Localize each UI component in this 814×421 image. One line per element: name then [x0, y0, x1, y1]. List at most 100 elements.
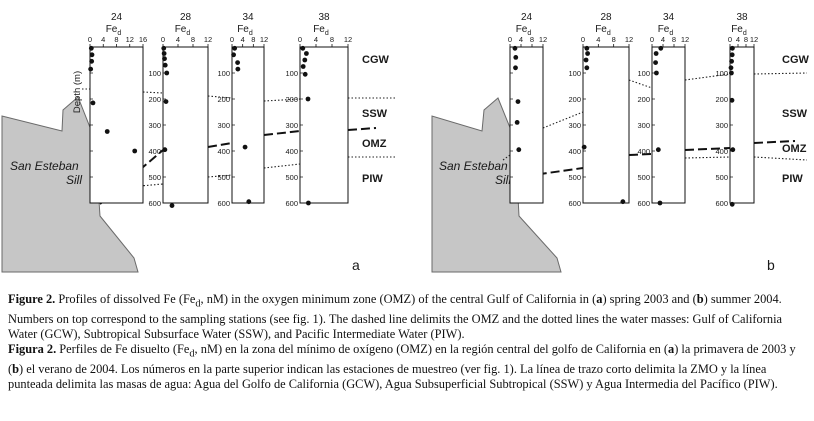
- fe-data-point: [242, 144, 248, 150]
- fe-data-point: [729, 97, 735, 103]
- depth-tick-label: 300: [637, 121, 650, 130]
- fe-axis-subscript: d: [249, 30, 253, 37]
- fe-data-point: [730, 147, 736, 153]
- water-mass-label-omz: OMZ: [362, 138, 387, 150]
- depth-tick-label: 600: [715, 199, 728, 208]
- cgw-ssw-boundary-segment: [628, 79, 653, 89]
- water-mass-label-piw: PIW: [782, 173, 803, 185]
- fe-tick-label: 4: [314, 35, 318, 44]
- sill-bathymetry: [431, 97, 562, 273]
- caption-en-text-2: , nM) in the oxygen minimum zone (OMZ) o…: [200, 292, 597, 306]
- fe-data-point: [729, 70, 734, 76]
- fe-data-point: [89, 58, 95, 64]
- depth-tick-label: 200: [568, 95, 581, 104]
- cgw-ssw-boundary-segment: [142, 91, 164, 94]
- fe-tick-label: 8: [191, 35, 195, 44]
- depth-tick-label: 200: [285, 95, 298, 104]
- fe-tick-label: 12: [625, 35, 633, 44]
- fe-data-point: [89, 52, 95, 58]
- caption-en-panel-a: a: [596, 292, 603, 306]
- station-number: 28: [600, 12, 612, 23]
- caption-es-panel-b: b: [12, 361, 20, 376]
- caption-en-text-3: ) spring 2003 and (: [602, 292, 697, 306]
- omz-boundary-segment: [753, 140, 796, 144]
- depth-tick-label: 400: [217, 147, 230, 156]
- depth-tick-label: 100: [637, 69, 650, 78]
- water-mass-label-cgw: CGW: [362, 54, 390, 66]
- caption-spanish: Figura 2. Perfiles de Fe disuelto (Fed, …: [8, 342, 806, 392]
- fe-data-point: [584, 65, 590, 71]
- caption-english: Figure 2. Profiles of dissolved Fe (Fed,…: [8, 292, 806, 342]
- fe-tick-label: 12: [126, 35, 134, 44]
- station-frame: [299, 46, 349, 204]
- fe-tick-label: 4: [519, 35, 523, 44]
- fe-tick-label: 8: [251, 35, 255, 44]
- fe-tick-label: 4: [661, 35, 665, 44]
- fe-axis-subscript: d: [186, 30, 190, 37]
- caption-en-text-4: ) summer 2004. Numbers on top correspond…: [8, 292, 783, 341]
- station-number: 34: [663, 12, 675, 23]
- fe-tick-label: 12: [260, 35, 268, 44]
- fe-data-point: [88, 45, 94, 51]
- fe-data-point: [302, 57, 308, 63]
- piw-boundary-segment: [502, 154, 511, 161]
- depth-tick-label: 600: [568, 199, 581, 208]
- fe-data-point: [132, 148, 138, 154]
- fe-axis-subscript: d: [117, 30, 121, 37]
- fe-data-point: [162, 62, 168, 68]
- depth-tick-label: 100: [217, 69, 230, 78]
- station-frame: [651, 46, 686, 204]
- depth-tick-label: 500: [285, 173, 298, 182]
- figure-caption: Figure 2. Profiles of dissolved Fe (Fed,…: [8, 292, 806, 392]
- fe-data-point: [232, 45, 238, 51]
- omz-boundary-segment: [511, 167, 584, 179]
- water-mass-label-ssw: SSW: [782, 108, 808, 120]
- depth-tick-label: 500: [568, 173, 581, 182]
- fe-data-point: [655, 147, 661, 153]
- water-mass-label-piw: PIW: [362, 173, 383, 185]
- water-mass-label-cgw: CGW: [782, 54, 810, 66]
- fe-tick-label: 4: [596, 35, 600, 44]
- fe-axis-subscript: d: [527, 30, 531, 37]
- fe-data-point: [161, 51, 167, 56]
- water-mass-label-ssw: SSW: [362, 108, 388, 120]
- fe-data-point: [729, 58, 734, 64]
- cgw-ssw-boundary-segment: [263, 98, 301, 102]
- piw-boundary-segment: [207, 174, 233, 178]
- depth-tick-label: 200: [148, 95, 161, 104]
- fe-axis-subscript: d: [325, 30, 329, 37]
- station-frame: [509, 46, 544, 204]
- sill-bathymetry: [1, 96, 139, 273]
- fe-data-point: [730, 45, 735, 51]
- fe-data-point: [654, 70, 659, 76]
- fe-tick-label: 8: [114, 35, 118, 44]
- caption-es-text-1: Perfiles de Fe disuelto (Fe: [56, 342, 190, 357]
- fe-data-point: [162, 56, 167, 62]
- fe-data-point: [163, 99, 169, 104]
- sill-label: San Esteban Sill: [10, 159, 82, 187]
- station-frame: [162, 46, 209, 204]
- fe-data-point: [235, 60, 241, 65]
- omz-boundary-segment: [263, 130, 301, 136]
- fe-data-point: [585, 51, 590, 56]
- piw-boundary-segment: [753, 156, 808, 161]
- fe-data-point: [728, 65, 734, 71]
- fe-data-point: [513, 65, 518, 71]
- fe-data-point: [653, 51, 659, 56]
- fe-tick-label: 16: [139, 35, 147, 44]
- omz-boundary-segment: [684, 147, 731, 151]
- fe-data-point: [90, 100, 96, 106]
- depth-tick-label: 600: [285, 199, 298, 208]
- fe-data-point: [300, 64, 306, 69]
- fe-data-point: [515, 99, 521, 104]
- fe-data-point: [516, 147, 522, 153]
- station-number: 38: [318, 12, 330, 23]
- fe-data-point: [513, 55, 519, 60]
- piw-boundary-segment: [263, 163, 301, 169]
- fe-data-point: [246, 199, 252, 205]
